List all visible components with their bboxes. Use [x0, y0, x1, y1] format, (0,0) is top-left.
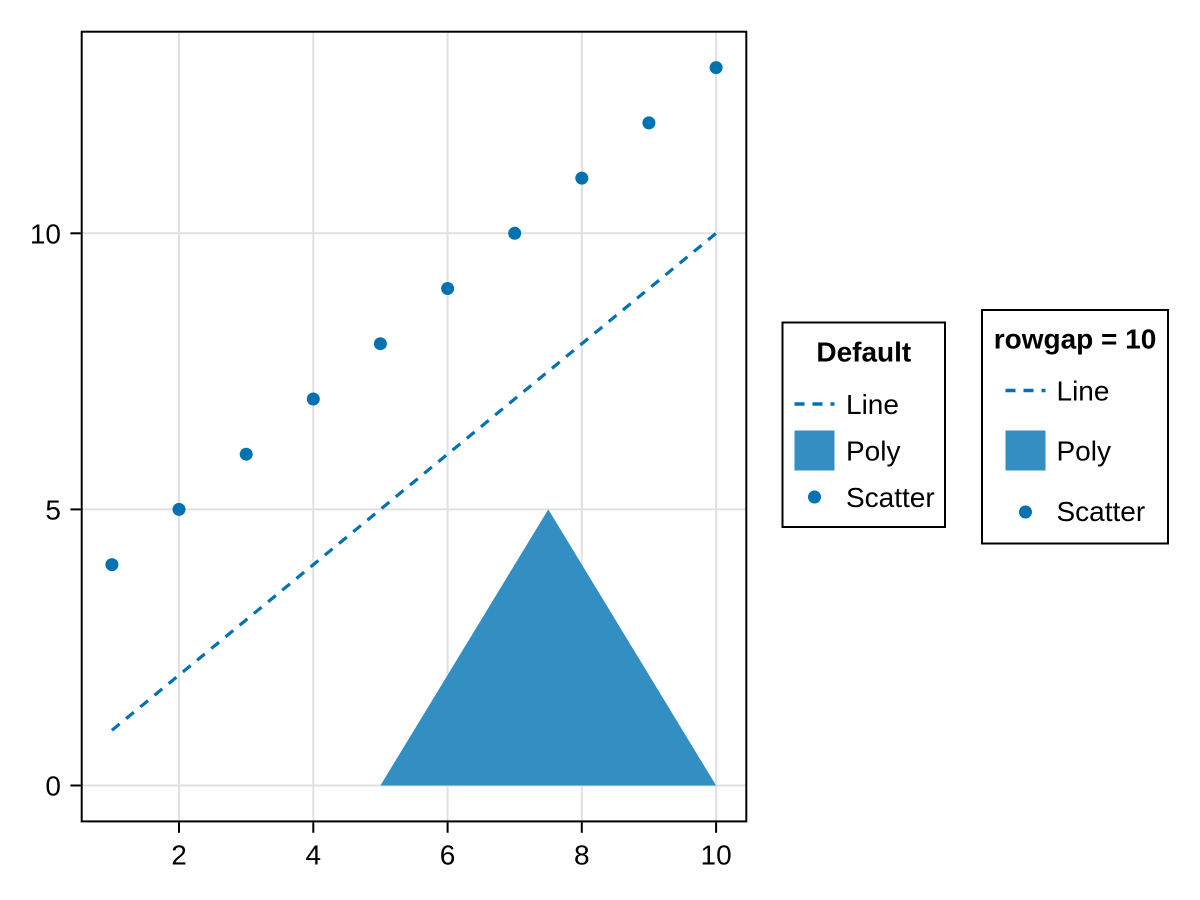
- svg-text:Line: Line: [846, 389, 899, 420]
- svg-text:Line: Line: [1057, 376, 1110, 407]
- svg-text:Poly: Poly: [1057, 436, 1111, 467]
- svg-text:4: 4: [306, 840, 322, 871]
- svg-text:rowgap = 10: rowgap = 10: [994, 323, 1157, 354]
- svg-text:Scatter: Scatter: [846, 482, 935, 513]
- svg-text:10: 10: [701, 840, 732, 871]
- svg-text:0: 0: [45, 771, 61, 802]
- svg-text:6: 6: [440, 840, 456, 871]
- svg-text:2: 2: [171, 840, 187, 871]
- svg-text:10: 10: [30, 219, 61, 250]
- svg-text:Default: Default: [816, 336, 911, 367]
- svg-text:8: 8: [574, 840, 590, 871]
- svg-text:Scatter: Scatter: [1057, 496, 1146, 527]
- svg-text:5: 5: [45, 495, 61, 526]
- svg-text:Poly: Poly: [846, 436, 900, 467]
